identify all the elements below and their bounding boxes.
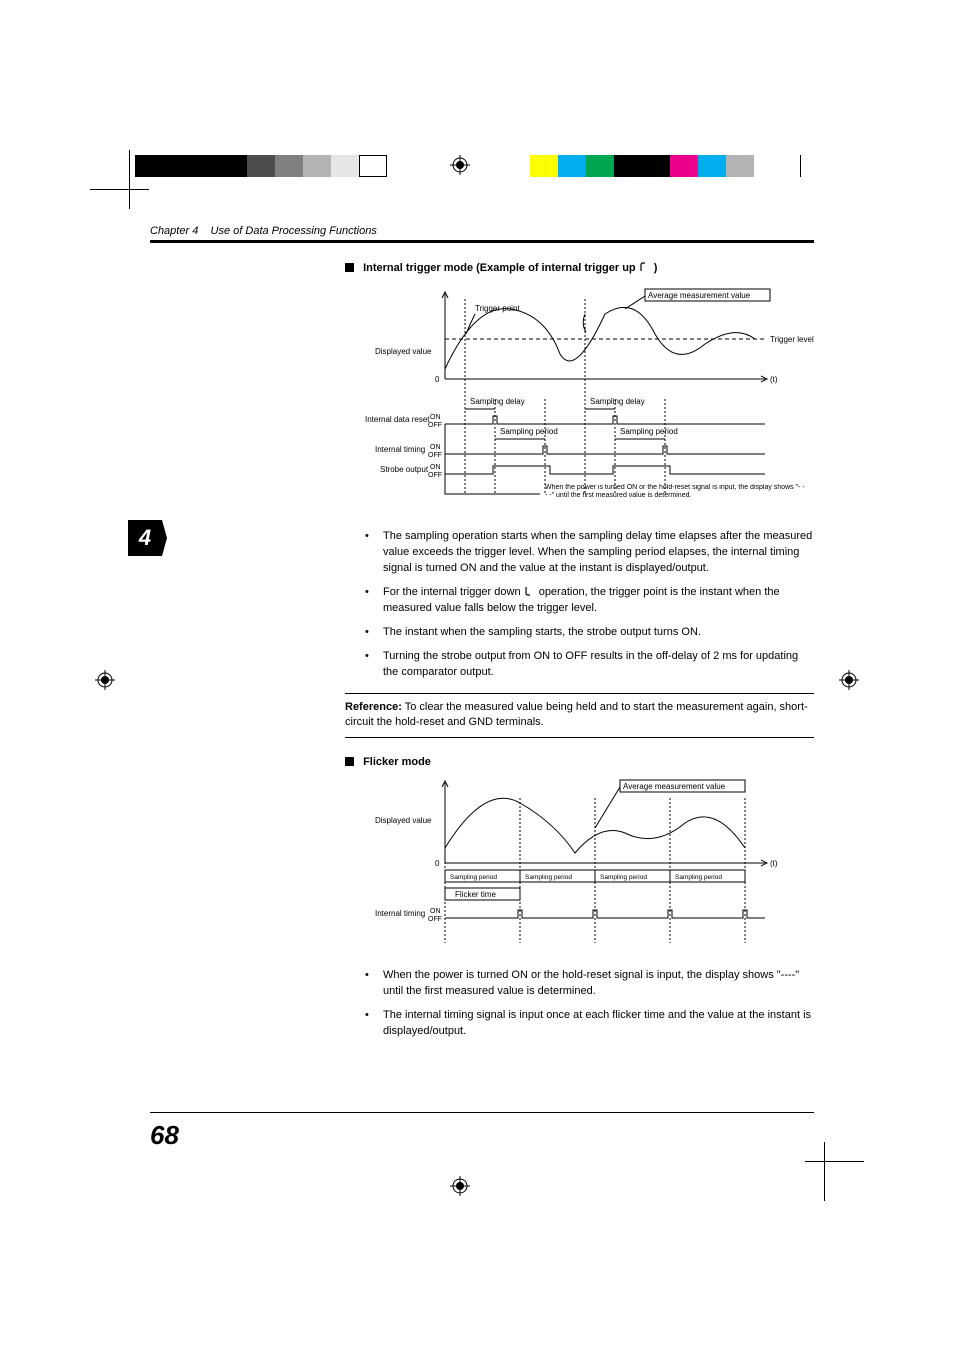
bullet-item: The instant when the sampling starts, th… [365,625,814,641]
section2-bullets: When the power is turned ON or the hold-… [365,968,814,1040]
svg-text:Strobe output: Strobe output [380,465,429,474]
registration-mark-bottom [450,1176,470,1196]
registration-mark-top [450,155,470,175]
svg-text:Sampling period: Sampling period [600,874,647,881]
svg-text:OFF: OFF [428,452,442,459]
svg-text:Sampling period: Sampling period [500,427,558,436]
footer-rule [150,1112,814,1113]
crop-mark-top-left [90,150,130,190]
svg-text:Trigger point: Trigger point [475,304,520,313]
svg-text:(t): (t) [770,375,778,384]
color-bar-left [135,155,387,177]
svg-text:Internal timing: Internal timing [375,909,425,918]
svg-text:OFF: OFF [428,422,442,429]
color-swatch [163,155,191,177]
section1-heading: Internal trigger mode (Example of intern… [345,261,814,274]
page-number: 68 [150,1120,179,1151]
bullet-item: For the internal trigger down operation,… [365,585,814,617]
svg-text:Flicker time: Flicker time [455,890,496,899]
svg-text:OFF: OFF [428,916,442,923]
bullet-item: Turning the strobe output from ON to OFF… [365,649,814,681]
svg-text:Sampling period: Sampling period [675,874,722,881]
color-swatch [530,155,558,177]
svg-text:OFF: OFF [428,472,442,479]
svg-text:Trigger level: Trigger level [770,335,814,344]
svg-text:ON: ON [430,414,441,421]
color-swatch [558,155,586,177]
square-bullet-icon [345,263,354,272]
color-bar-right [530,155,754,177]
color-swatch [726,155,754,177]
svg-text:Sampling delay: Sampling delay [590,397,645,406]
svg-text:Displayed value: Displayed value [375,347,432,356]
svg-text:Sampling period: Sampling period [450,874,497,881]
trigger-down-icon [524,585,536,597]
svg-text:Displayed value: Displayed value [375,816,432,825]
reference-text: To clear the measured value being held a… [345,701,808,729]
svg-text:Sampling delay: Sampling delay [470,397,525,406]
svg-text:Sampling period: Sampling period [620,427,678,436]
crop-mark-bottom-right [824,1161,864,1201]
svg-text:ON: ON [430,908,441,915]
color-bar-tick [800,155,801,177]
bullet-item: The sampling operation starts when the s… [365,529,814,577]
color-swatch [670,155,698,177]
registration-mark-right [839,670,859,690]
svg-text:Sampling period: Sampling period [525,874,572,881]
color-swatch [359,155,387,177]
chapter-label: Chapter 4 [150,225,198,237]
bullet-item: The internal timing signal is input once… [365,1008,814,1040]
svg-text:0: 0 [435,859,440,868]
section2-heading: Flicker mode [345,756,814,768]
svg-text:ON: ON [430,464,441,471]
svg-text:Average measurement value: Average measurement value [623,782,726,791]
page-header: Chapter 4 Use of Data Processing Functio… [150,225,814,243]
trigger-up-icon [639,261,651,273]
svg-text:ON: ON [430,444,441,451]
color-swatch [586,155,614,177]
color-swatch [275,155,303,177]
color-swatch [642,155,670,177]
color-swatch [191,155,219,177]
reference-label: Reference: [345,701,402,713]
color-swatch [614,155,642,177]
color-swatch [698,155,726,177]
svg-text:0: 0 [435,375,440,384]
svg-text:(t): (t) [770,859,778,868]
bullet-item: When the power is turned ON or the hold-… [365,968,814,1000]
reference-box: Reference: To clear the measured value b… [345,693,814,739]
diagram-internal-trigger: Average measurement value Trigger point … [345,284,815,519]
chapter-title: Use of Data Processing Functions [211,225,377,237]
section1-bullets: The sampling operation starts when the s… [365,529,814,681]
color-swatch [135,155,163,177]
svg-text:Internal data reset: Internal data reset [365,415,430,424]
main-content: Internal trigger mode (Example of intern… [150,255,814,1048]
color-swatch [303,155,331,177]
square-bullet-icon [345,757,354,766]
diagram-flicker: Average measurement value Displayed valu… [345,778,815,958]
registration-mark-left [95,670,115,690]
svg-text:Average measurement value: Average measurement value [648,291,751,300]
svg-text:Internal timing: Internal timing [375,445,425,454]
color-swatch [247,155,275,177]
color-swatch [219,155,247,177]
color-swatch [331,155,359,177]
